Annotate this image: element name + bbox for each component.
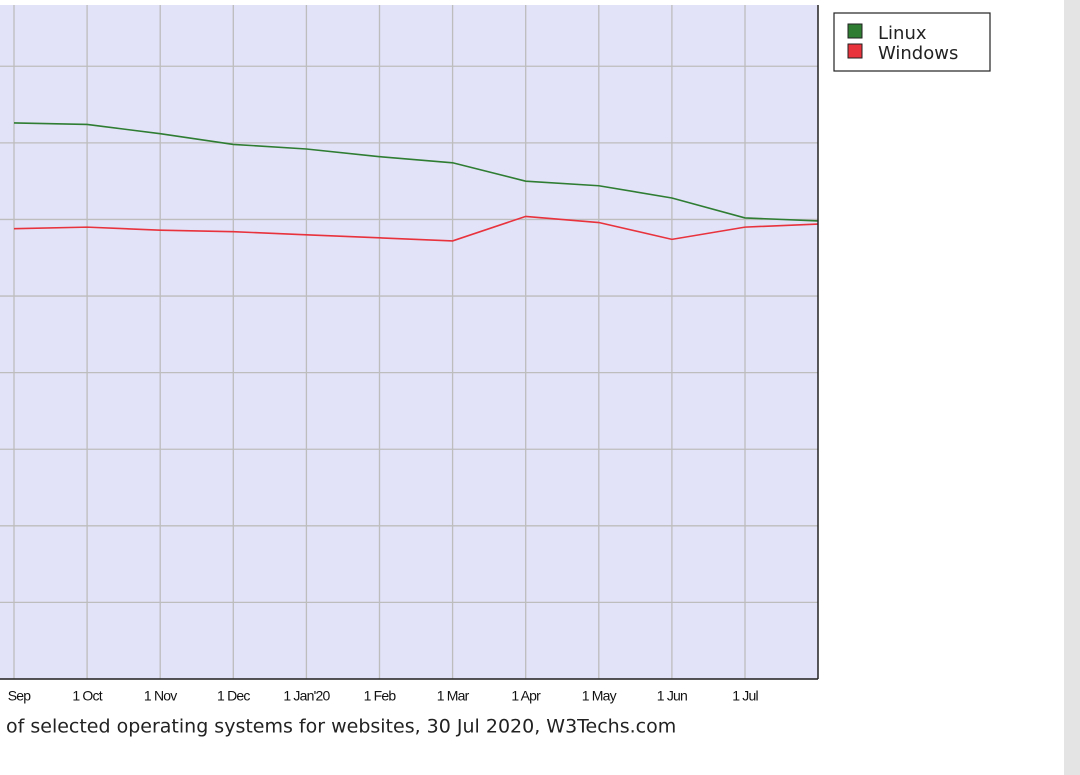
x-tick-label: 1 Nov xyxy=(144,688,177,704)
grid xyxy=(0,5,818,680)
x-tick-label: Sep xyxy=(8,688,32,704)
x-tick-label: 1 Jun xyxy=(657,688,687,704)
series-line xyxy=(13,122,819,222)
x-tick-label: 1 Oct xyxy=(72,688,102,704)
legend-label: Windows xyxy=(878,43,958,64)
legend-swatch xyxy=(847,43,863,59)
legend-label: Linux xyxy=(878,23,927,44)
x-axis: Sep 1 Oct 1 Nov 1 Dec 1 Jan'20 1 Feb 1 Mar 1 Ap… xyxy=(8,688,760,704)
legend-box xyxy=(833,12,991,72)
lines xyxy=(13,122,819,242)
legend-swatch xyxy=(847,23,863,39)
x-tick-label: 1 Jul xyxy=(732,688,758,704)
scrollbar xyxy=(1064,0,1080,775)
x-tick-label: 1 Mar xyxy=(437,688,470,704)
x-tick-label: 1 Apr xyxy=(511,688,541,704)
series-line xyxy=(13,215,819,242)
x-tick-label: 1 Dec xyxy=(217,688,250,704)
x-tick-label: 1 Feb xyxy=(364,688,397,704)
x-tick-label: 1 Jan'20 xyxy=(283,688,330,704)
plot-area xyxy=(0,5,818,679)
x-tick-label: 1 May xyxy=(582,688,617,704)
caption: of selected operating systems for websit… xyxy=(6,716,676,738)
